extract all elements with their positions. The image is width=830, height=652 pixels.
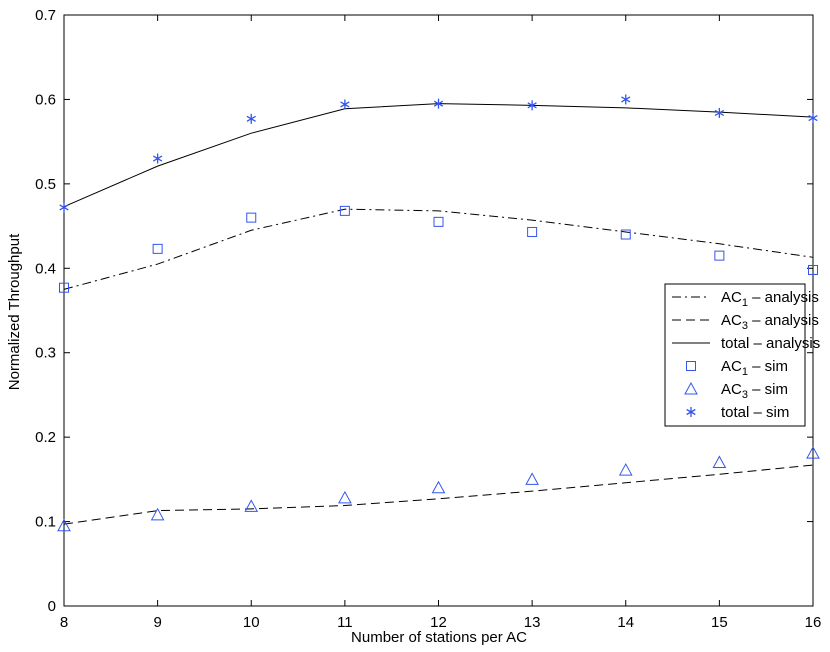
y-tick-label: 0	[48, 598, 56, 615]
legend-entry-label: AC3 – sim	[721, 381, 788, 401]
y-tick-label: 0.7	[35, 7, 56, 24]
series-3-point	[527, 226, 538, 237]
x-axis-title: Number of stations per AC	[351, 629, 527, 646]
x-tick-label: 12	[430, 614, 447, 631]
series-line-1	[63, 464, 814, 525]
legend-entry-label: AC1 – sim	[721, 358, 788, 378]
series-4-point	[57, 518, 71, 532]
series-5-point	[621, 94, 631, 105]
x-tick-label: 15	[711, 614, 728, 631]
series-4-point	[712, 455, 727, 468]
x-tick-label: 11	[337, 614, 353, 631]
legend-entry-label: AC3 – analysis	[721, 312, 819, 332]
series-5-point	[527, 100, 537, 111]
legend-entry-label: AC1 – analysis	[721, 289, 819, 309]
series-line-2	[63, 103, 814, 208]
series-5-point	[433, 98, 444, 109]
series-3-point	[339, 205, 350, 216]
legend-entry-label: total – analysis	[721, 335, 820, 352]
y-tick-label: 0.4	[35, 260, 56, 277]
series-5-point	[152, 153, 163, 164]
series-4-point	[338, 490, 352, 504]
series-3-point	[808, 264, 818, 275]
y-tick-label: 0.1	[35, 514, 56, 531]
legend-entry-label: total – sim	[721, 404, 789, 421]
x-tick-label: 14	[617, 614, 634, 631]
series-5-point	[59, 202, 69, 213]
y-tick-label: 0.2	[35, 429, 56, 446]
series-line-0	[63, 208, 814, 290]
legend: AC1 – analysis AC3 – analysis total – anal…	[664, 283, 820, 427]
series-5-point	[246, 113, 256, 124]
x-tick-label: 10	[243, 614, 260, 631]
legend-marker-swatch	[686, 407, 696, 417]
series-3-point	[714, 250, 725, 261]
y-tick-label: 0.3	[35, 345, 56, 362]
series-4-point	[244, 499, 259, 512]
series-3-point	[59, 282, 69, 293]
x-tick-label: 16	[805, 614, 822, 631]
legend-box	[664, 283, 806, 427]
series-5-point	[808, 113, 818, 124]
series-4-point	[150, 507, 165, 521]
legend-marker-swatch	[684, 381, 698, 395]
x-tick-label: 13	[524, 614, 541, 631]
series-3-point	[152, 243, 163, 254]
series-4-point	[525, 472, 539, 485]
series-4-point	[431, 480, 446, 494]
series-markers	[57, 94, 820, 532]
series-3-point	[620, 229, 631, 240]
series-4-point	[618, 463, 633, 476]
series-3-point	[246, 212, 257, 223]
y-axis-title: Normalized Throughput	[6, 233, 23, 390]
x-tick-label: 9	[153, 614, 161, 631]
series-5-point	[714, 107, 725, 118]
legend-marker-swatch	[686, 361, 696, 371]
x-tick-label: 8	[60, 614, 68, 631]
axis-ticks: 8 9 10 11 12 13 14 15 16 0 0.1 0.2 0.3 0.4 0.5 0.6 0.7	[35, 7, 821, 631]
series-5-point	[340, 99, 350, 110]
series-3-point	[433, 216, 444, 227]
y-tick-label: 0.5	[35, 176, 56, 193]
y-tick-label: 0.6	[35, 91, 56, 108]
series-4-point	[806, 446, 820, 459]
